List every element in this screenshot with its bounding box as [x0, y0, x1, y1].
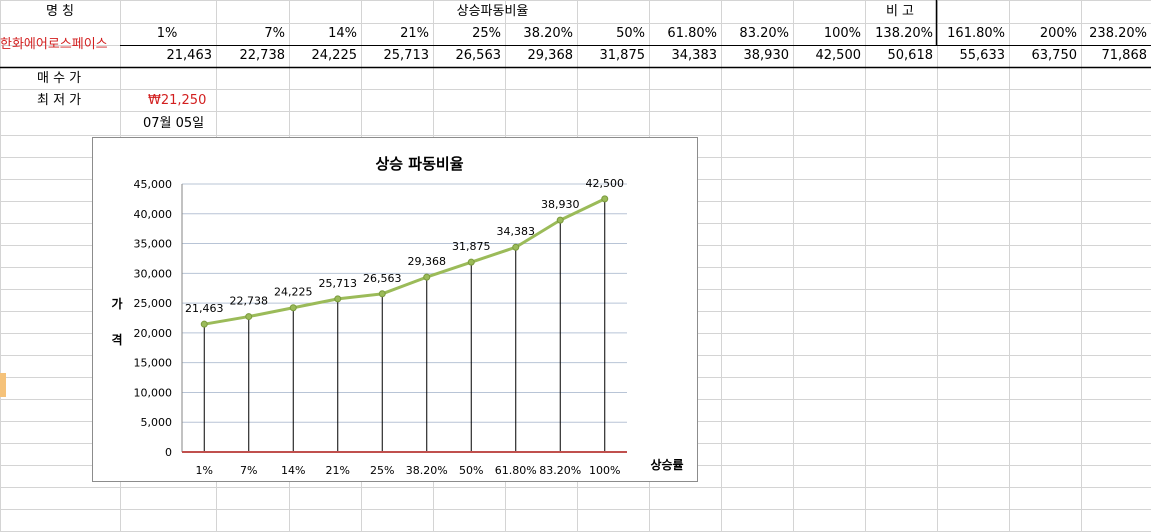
data-point: [423, 273, 431, 281]
price-cell[interactable]: 24,225: [311, 48, 358, 63]
data-label: 26,563: [363, 272, 402, 285]
percent-cell[interactable]: 83.20%: [739, 26, 789, 41]
percent-cell[interactable]: 238.20%: [1089, 26, 1147, 41]
y-axis-label-char: 가: [111, 296, 122, 311]
y-tick-label: 10,000: [134, 386, 173, 399]
data-label: 34,383: [497, 225, 536, 238]
price-cell[interactable]: 29,368: [527, 48, 574, 63]
y-tick-label: 0: [165, 446, 172, 459]
header-note-label: 비 고: [885, 4, 915, 19]
x-tick-label: 100%: [589, 464, 620, 477]
percent-cell[interactable]: 200%: [1039, 26, 1077, 41]
chart-title: 상승 파동비율: [375, 155, 463, 173]
price-cell[interactable]: 55,633: [959, 48, 1006, 63]
x-tick-label: 1%: [196, 464, 213, 477]
x-tick-label: 14%: [281, 464, 305, 477]
percent-cell[interactable]: 100%: [823, 26, 861, 41]
data-label: 42,500: [586, 177, 625, 190]
price-cell[interactable]: 21,463: [166, 48, 213, 63]
header-name-label: 명 칭: [45, 4, 75, 19]
low-price-value[interactable]: ₩21,250: [148, 93, 207, 108]
data-point: [378, 290, 386, 298]
x-tick-label: 50%: [459, 464, 483, 477]
date-value[interactable]: 07월 05일: [143, 116, 205, 131]
data-label: 24,225: [274, 286, 313, 299]
header-ratio-label: 상승파동비율: [456, 4, 529, 19]
percent-cell[interactable]: 1%: [156, 26, 178, 41]
percent-cell[interactable]: 7%: [264, 26, 285, 41]
price-cell[interactable]: 25,713: [383, 48, 430, 63]
data-label: 21,463: [185, 302, 224, 315]
price-cell[interactable]: 31,875: [599, 48, 646, 63]
row-selection-marker: [0, 373, 6, 397]
data-point: [200, 320, 208, 328]
x-axis-label: 상승률: [650, 457, 683, 472]
y-tick-label: 25,000: [134, 297, 173, 310]
percent-cell[interactable]: 25%: [472, 26, 501, 41]
percent-cell[interactable]: 14%: [328, 26, 357, 41]
percent-cell[interactable]: 161.80%: [947, 26, 1005, 41]
x-tick-label: 83.20%: [539, 464, 581, 477]
x-tick-label: 21%: [326, 464, 350, 477]
x-tick-label: 7%: [240, 464, 257, 477]
price-cell[interactable]: 71,868: [1101, 48, 1148, 63]
data-point: [601, 195, 609, 203]
data-point: [245, 313, 253, 321]
data-point: [556, 216, 564, 224]
series-line: [203, 197, 606, 326]
price-cell[interactable]: 42,500: [815, 48, 862, 63]
data-point: [512, 243, 520, 251]
y-tick-label: 30,000: [134, 267, 173, 280]
price-cell[interactable]: 38,930: [743, 48, 790, 63]
stock-name-cell[interactable]: 한화에어로스페이스: [0, 37, 108, 52]
data-label: 38,930: [541, 198, 580, 211]
price-cell[interactable]: 63,750: [1031, 48, 1078, 63]
price-cell[interactable]: 34,383: [671, 48, 718, 63]
buy-price-label: 매 수 가: [37, 71, 82, 86]
rise-wave-ratio-chart[interactable]: 상승 파동비율 0 5,000 10,000 15,000 20,000 25,000 30,…: [92, 137, 698, 482]
y-tick-label: 35,000: [134, 238, 173, 251]
y-tick-label: 5,000: [141, 416, 173, 429]
data-point: [289, 304, 297, 312]
data-label: 31,875: [452, 240, 491, 253]
data-point: [334, 295, 342, 303]
y-tick-label: 15,000: [134, 357, 173, 370]
percent-cell[interactable]: 38.20%: [523, 26, 573, 41]
percent-cell[interactable]: 138.20%: [875, 26, 933, 41]
price-cell[interactable]: 26,563: [455, 48, 502, 63]
y-axis-label-char: 격: [111, 332, 122, 347]
x-tick-label: 25%: [370, 464, 394, 477]
x-tick-label: 61.80%: [495, 464, 537, 477]
price-cell[interactable]: 50,618: [887, 48, 934, 63]
x-tick-label: 38.20%: [406, 464, 448, 477]
chart-canvas: 상승 파동비율 0 5,000 10,000 15,000 20,000 25,000 30,…: [111, 155, 683, 477]
percent-cell[interactable]: 50%: [616, 26, 645, 41]
low-price-label: 최 저 가: [37, 93, 82, 108]
y-tick-label: 45,000: [134, 178, 173, 191]
percent-cell[interactable]: 61.80%: [667, 26, 717, 41]
y-tick-label: 40,000: [134, 208, 173, 221]
data-label: 22,738: [230, 295, 269, 308]
y-tick-label: 20,000: [134, 327, 173, 340]
data-point: [467, 258, 475, 266]
price-cell[interactable]: 22,738: [239, 48, 286, 63]
data-label: 25,713: [319, 277, 358, 290]
data-label: 29,368: [408, 255, 447, 268]
percent-cell[interactable]: 21%: [400, 26, 429, 41]
